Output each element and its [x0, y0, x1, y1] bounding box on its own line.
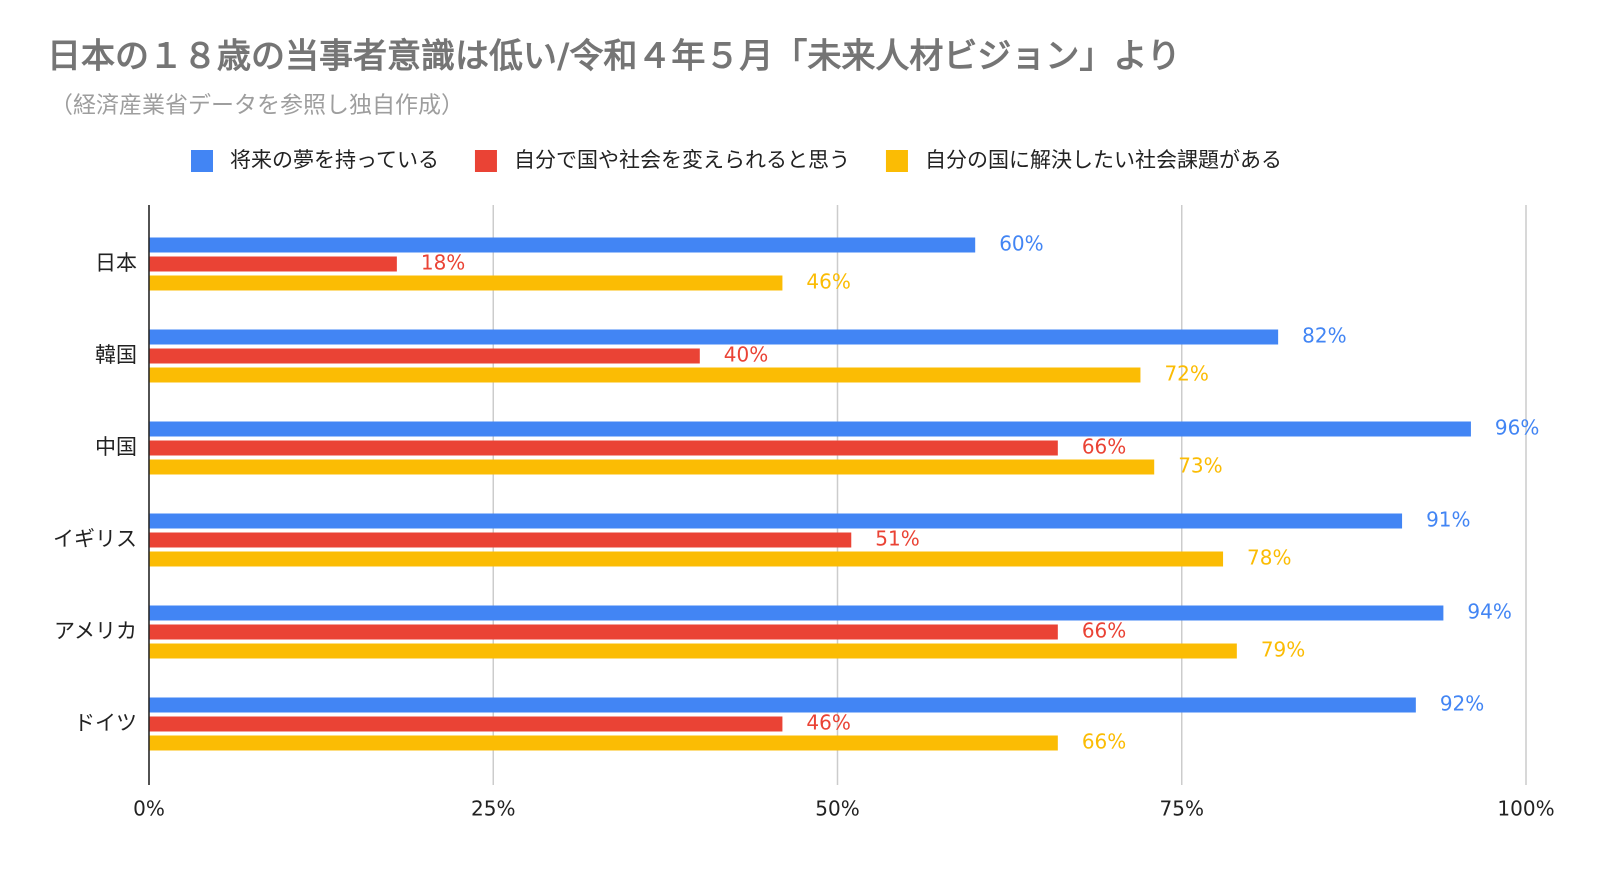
y-tick-label: 韓国: [95, 343, 137, 367]
value-label: 46%: [806, 711, 850, 735]
legend-label: 自分の国に解決したい社会課題がある: [925, 148, 1282, 172]
x-tick-label: 100%: [1497, 797, 1554, 821]
bar: [149, 532, 852, 548]
x-tick-label: 0%: [133, 797, 165, 821]
bar: [149, 716, 783, 732]
bar: [149, 440, 1058, 456]
value-label: 66%: [1082, 435, 1126, 459]
bar: [149, 256, 397, 272]
bar: [149, 348, 700, 364]
bar: [149, 643, 1237, 659]
legend-label: 将来の夢を持っている: [230, 148, 439, 172]
legend-swatch: [191, 150, 213, 172]
value-label: 78%: [1247, 546, 1291, 570]
value-label: 82%: [1302, 324, 1346, 348]
value-label: 94%: [1467, 600, 1511, 624]
value-label: 79%: [1261, 638, 1305, 662]
bar: [149, 329, 1279, 345]
bar: [149, 275, 783, 291]
x-tick-label: 75%: [1160, 797, 1204, 821]
value-label: 73%: [1178, 454, 1222, 478]
chart-subtitle: （経済産業省データを参照し独自作成）: [50, 93, 464, 119]
value-label: 96%: [1495, 416, 1539, 440]
legend-swatch: [474, 150, 497, 172]
value-label: 40%: [724, 343, 768, 367]
value-label: 91%: [1426, 508, 1470, 532]
x-tick-label: 25%: [471, 797, 515, 821]
bar: [149, 624, 1058, 640]
bar: [149, 367, 1141, 383]
x-tick-label: 50%: [815, 797, 859, 821]
bar: [149, 421, 1471, 437]
bar: [149, 735, 1058, 751]
value-label: 66%: [1082, 730, 1126, 754]
y-tick-label: ドイツ: [74, 711, 137, 735]
legend-swatch: [885, 150, 908, 172]
value-label: 51%: [875, 527, 919, 551]
chart-title: 日本の１８歳の当事者意識は低い/令和４年５月「未来人材ビジョン」より: [47, 37, 1181, 77]
y-tick-label: イギリス: [53, 527, 137, 551]
y-tick-label: アメリカ: [54, 619, 137, 643]
bar: [149, 605, 1444, 621]
value-label: 60%: [999, 232, 1043, 256]
bar: [149, 513, 1403, 529]
value-label: 92%: [1440, 692, 1484, 716]
value-label: 66%: [1082, 619, 1126, 643]
value-label: 46%: [806, 270, 850, 294]
legend-label: 自分で国や社会を変えられると思う: [514, 148, 850, 172]
bar: [149, 697, 1416, 713]
y-tick-label: 中国: [95, 435, 137, 459]
bar: [149, 459, 1155, 475]
y-tick-label: 日本: [95, 251, 137, 275]
bar: [149, 237, 976, 253]
value-label: 18%: [421, 251, 465, 275]
value-label: 72%: [1164, 362, 1208, 386]
bar: [149, 551, 1224, 567]
